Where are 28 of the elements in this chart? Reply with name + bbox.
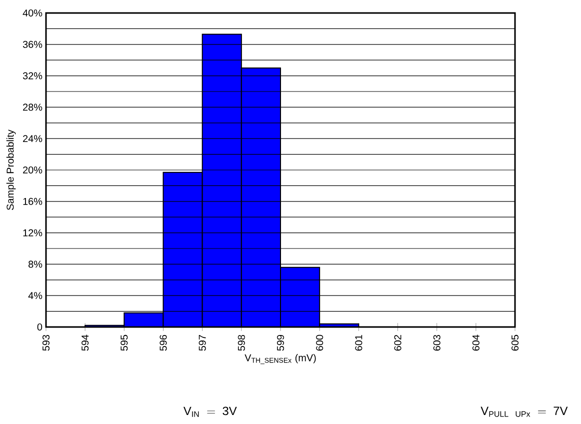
y-tick-label: 36% (22, 40, 42, 48)
text: $\mathrm{V_{IN}\ =\ 3V}$ (183, 406, 237, 417)
y-tick-label: 24% (23, 135, 42, 142)
x-axis-title: V$_{TH_SENSEx}$ (mV) (244, 354, 316, 364)
y-tick-label: 28% (23, 104, 42, 111)
y-tick-label: 0 (37, 323, 42, 331)
x-tick-label: 600 (316, 334, 324, 351)
y-tick-label: 32% (22, 72, 42, 80)
x-tick-label: 599 (276, 334, 284, 351)
y-tick-label: 4% (28, 292, 42, 300)
x-tick-label: 597 (198, 335, 206, 351)
x-tick-label: 595 (120, 334, 128, 351)
y-tick-label: 12% (23, 229, 42, 236)
x-tick-label: 603 (433, 334, 440, 351)
y-tick-label: 40% (22, 9, 42, 17)
y-tick-label: 8% (28, 260, 42, 268)
x-tick-label: 601 (355, 334, 362, 351)
x-tick-label: 598 (238, 334, 245, 351)
x-tick-label: 596 (160, 334, 167, 351)
x-tick-label: 604 (472, 334, 480, 351)
text: $\mathrm{V_{PULL\ \ UPx}\ =\ 7V}$ (480, 406, 568, 417)
x-tick-label: 593 (42, 334, 50, 351)
y-tick-label: 16% (23, 198, 42, 205)
y-axis-title: Sample Probablity (6, 130, 16, 210)
x-tick-label: 605 (511, 334, 519, 351)
x-tick-label: 594 (82, 334, 89, 351)
x-tick-label: 602 (394, 335, 402, 351)
y-tick-label: 20% (23, 166, 42, 174)
